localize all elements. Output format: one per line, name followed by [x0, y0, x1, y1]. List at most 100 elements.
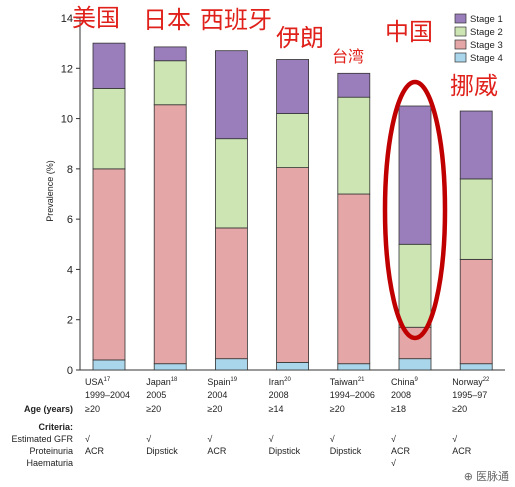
- criteria-table: Age (years) Criteria: Estimated GFR Protein…: [11, 404, 471, 468]
- overlay-label: 台湾: [332, 47, 364, 66]
- bar-segment-stage-4-japan: [153, 363, 187, 371]
- gfr-value: √: [330, 434, 335, 444]
- overlay-label: 挪威: [450, 72, 498, 100]
- haematuria-value: √: [391, 458, 396, 468]
- legend-label: Stage 3: [470, 40, 503, 51]
- age-value: ≥20: [207, 404, 222, 414]
- overlay-label: 中国: [385, 18, 433, 46]
- gfr-value: √: [391, 434, 396, 444]
- legend-swatch-stage-1: [454, 13, 467, 24]
- x-label-country: Taiwan21: [330, 377, 365, 387]
- bar-segment-stage-1-usa: [92, 42, 126, 89]
- x-label-country: USA17: [85, 377, 111, 387]
- overlay-label: 西班牙: [200, 6, 272, 34]
- y-tick-label: 6: [67, 214, 73, 226]
- y-tick-label: 0: [67, 365, 73, 377]
- bar-segment-stage-3-japan: [153, 104, 187, 365]
- age-value: ≥18: [391, 404, 406, 414]
- x-label-year: 1999–2004: [85, 390, 130, 400]
- legend-swatch-stage-3: [454, 39, 467, 50]
- y-tick-label: 8: [67, 164, 73, 176]
- legend-label: Stage 1: [470, 14, 503, 25]
- legend-swatch-stage-2: [454, 26, 467, 37]
- x-label-year: 1995–97: [452, 390, 487, 400]
- legend-label: Stage 4: [470, 53, 503, 64]
- bar-segment-stage-1-norway: [459, 110, 493, 180]
- bar-segment-stage-2-norway: [459, 178, 493, 260]
- bar-segment-stage-1-spain: [214, 50, 248, 140]
- bar-segment-stage-4-iran: [276, 362, 310, 371]
- bar-segment-stage-1-iran: [276, 59, 310, 114]
- bar-segment-stage-2-japan: [153, 60, 187, 106]
- y-tick-label: 4: [67, 264, 73, 276]
- legend: Stage 1 Stage 2 Stage 3 Stage 4: [454, 13, 503, 64]
- gfr-value: √: [269, 434, 274, 444]
- gfr-row-label: Estimated GFR: [11, 434, 73, 444]
- x-label-year: 2008: [269, 390, 289, 400]
- y-tick-label: 2: [67, 315, 73, 327]
- age-value: ≥20: [452, 404, 467, 414]
- bar-segment-stage-2-usa: [92, 88, 126, 170]
- gfr-value: √: [146, 434, 151, 444]
- y-tick-label: 10: [61, 114, 73, 126]
- haematuria-row-label: Haematuria: [26, 458, 73, 468]
- bar-segment-stage-2-spain: [214, 138, 248, 229]
- bar-segment-stage-3-taiwan: [337, 193, 371, 365]
- age-value: ≥20: [146, 404, 161, 414]
- x-axis-labels: USA17 1999–2004 Japan18 2005 Spain19 2004 Iran…: [85, 377, 490, 400]
- proteinuria-value: Dipstick: [330, 446, 362, 456]
- age-value: ≥20: [330, 404, 345, 414]
- gfr-value: √: [207, 434, 212, 444]
- bar-segment-stage-4-usa: [92, 359, 126, 371]
- bar-segment-stage-3-norway: [459, 258, 493, 365]
- bar-segment-stage-4-spain: [214, 358, 248, 371]
- watermark: ⊕ 医脉通: [463, 471, 509, 483]
- proteinuria-value: Dipstick: [269, 446, 301, 456]
- bar-segment-stage-2-taiwan: [337, 96, 371, 195]
- overlay-label: 美国: [72, 4, 120, 32]
- age-value: ≥20: [85, 404, 100, 414]
- x-label-country: China9: [391, 377, 419, 387]
- bar-segment-stage-1-japan: [153, 46, 187, 62]
- x-label-year: 2004: [207, 390, 227, 400]
- criteria-label: Criteria:: [38, 422, 73, 432]
- bar-segment-stage-3-spain: [214, 227, 248, 360]
- overlay-label: 日本: [143, 6, 191, 34]
- x-label-country: Japan18: [146, 377, 178, 387]
- x-label-year: 2008: [391, 390, 411, 400]
- bar-segment-stage-1-taiwan: [337, 72, 371, 98]
- y-axis-title: Prevalence (%): [45, 160, 55, 222]
- bar-segment-stage-4-china: [398, 358, 432, 371]
- bar-segment-stage-2-china: [398, 243, 432, 328]
- overlay-label: 伊朗: [276, 24, 324, 52]
- bar-segment-stage-1-china: [398, 105, 432, 245]
- x-label-country: Iran20: [269, 377, 292, 387]
- age-value: ≥14: [269, 404, 284, 414]
- bar-segment-stage-4-norway: [459, 363, 493, 371]
- proteinuria-value: Dipstick: [146, 446, 178, 456]
- proteinuria-value: ACR: [391, 446, 411, 456]
- china-highlight-ellipse: [382, 79, 448, 341]
- bar-segment-stage-2-iran: [276, 113, 310, 168]
- proteinuria-value: ACR: [207, 446, 227, 456]
- proteinuria-value: ACR: [85, 446, 105, 456]
- bar-segment-stage-3-iran: [276, 167, 310, 363]
- x-label-year: 1994–2006: [330, 390, 375, 400]
- bar-segment-stage-3-usa: [92, 168, 126, 361]
- x-label-country: Spain19: [207, 377, 237, 387]
- gfr-value: √: [452, 434, 457, 444]
- age-row-label: Age (years): [24, 404, 73, 414]
- proteinuria-row-label: Proteinuria: [29, 446, 73, 456]
- legend-label: Stage 2: [470, 27, 503, 38]
- y-axis: 0 2 4 6 8 10 12 14: [61, 13, 505, 377]
- x-label-country: Norway22: [452, 377, 490, 387]
- bars: [92, 42, 493, 371]
- bar-segment-stage-4-taiwan: [337, 363, 371, 371]
- legend-swatch-stage-4: [454, 52, 467, 63]
- gfr-value: √: [85, 434, 90, 444]
- y-tick-label: 12: [61, 63, 73, 75]
- y-tick-label: 14: [61, 13, 73, 25]
- proteinuria-value: ACR: [452, 446, 472, 456]
